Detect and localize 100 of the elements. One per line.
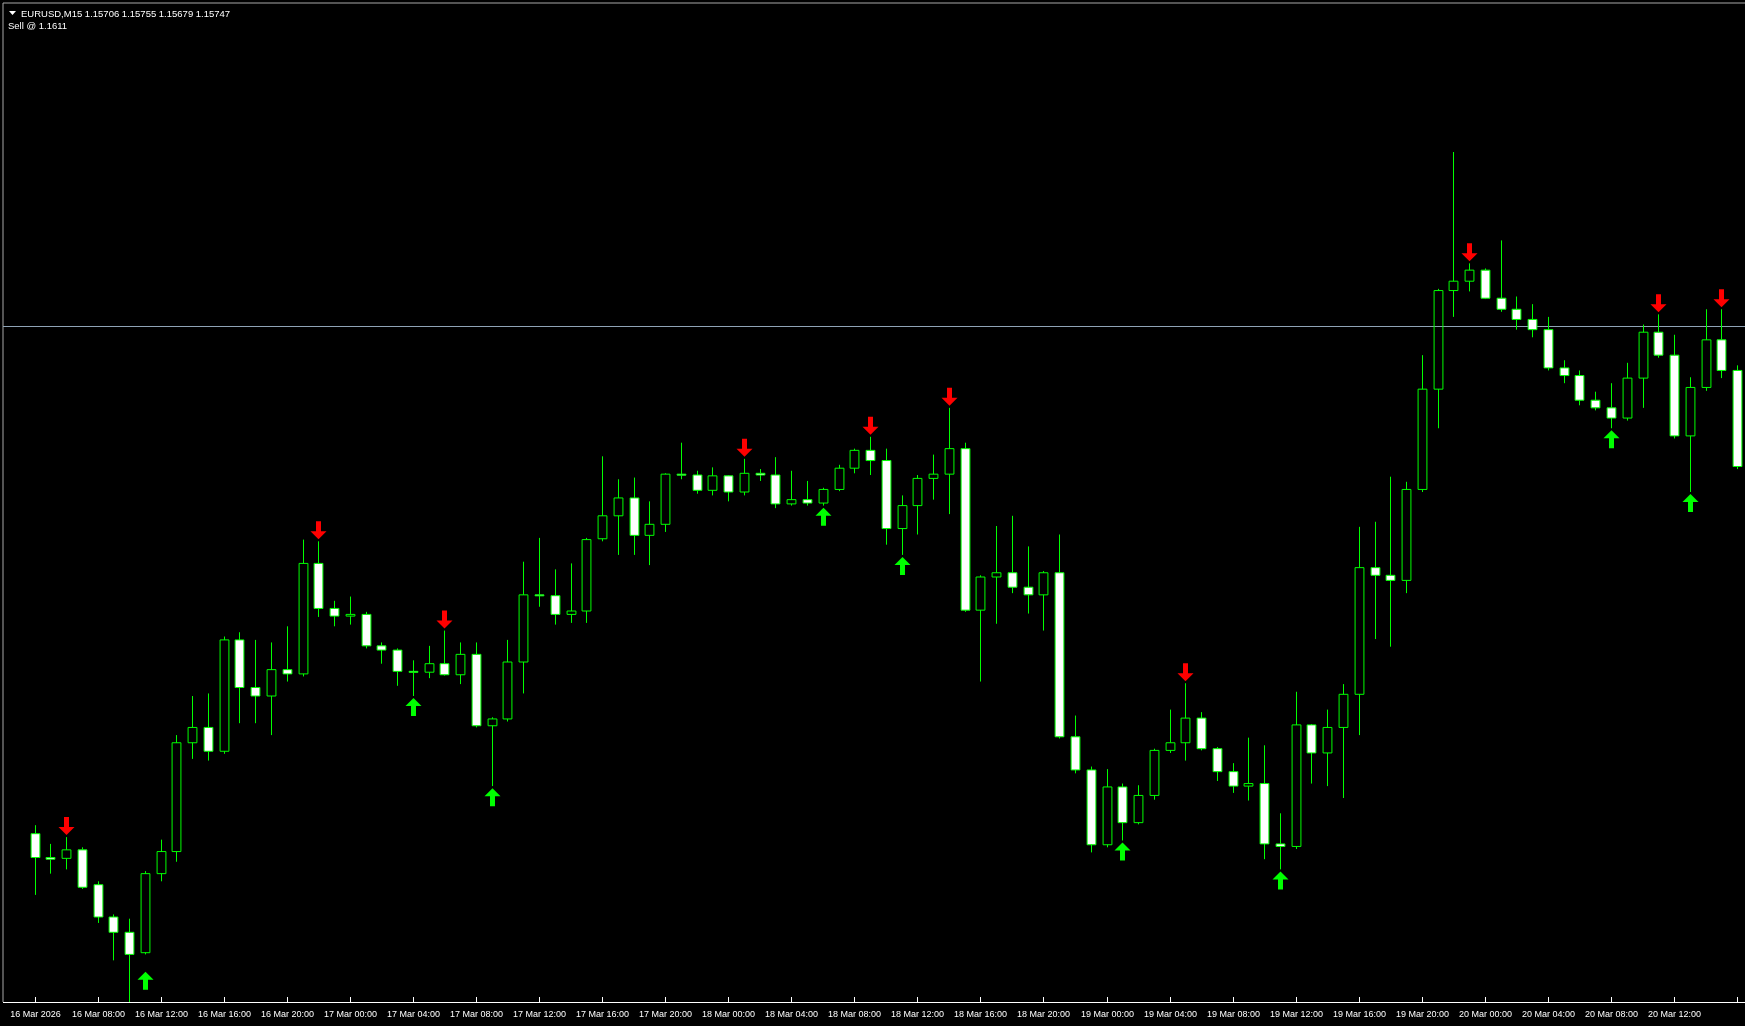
candlestick bbox=[313, 540, 324, 618]
candlestick bbox=[1038, 570, 1049, 632]
candlestick bbox=[439, 630, 450, 677]
candlestick bbox=[944, 407, 955, 515]
candlestick bbox=[1133, 784, 1144, 825]
chart-title: EURUSD,M15 1.15706 1.15755 1.15679 1.15747 bbox=[21, 8, 231, 19]
candlestick bbox=[30, 824, 41, 896]
x-tick-label: 17 Mar 04:00 bbox=[386, 1009, 441, 1019]
candlestick bbox=[219, 636, 230, 755]
x-tick-label: 19 Mar 16:00 bbox=[1332, 1009, 1387, 1019]
candlestick bbox=[786, 470, 797, 507]
candlestick bbox=[234, 631, 245, 724]
candlestick bbox=[392, 647, 403, 687]
x-tick-label: 18 Mar 04:00 bbox=[764, 1009, 819, 1019]
x-tick-label: 18 Mar 08:00 bbox=[827, 1009, 882, 1019]
candlestick bbox=[739, 458, 750, 496]
candlestick bbox=[818, 487, 829, 507]
candlestick bbox=[1023, 545, 1034, 615]
x-tick-label: 16 Mar 08:00 bbox=[71, 1009, 126, 1019]
candlestick bbox=[1149, 748, 1160, 801]
candlestick bbox=[487, 716, 498, 787]
candlestick bbox=[566, 562, 577, 624]
candlestick bbox=[960, 442, 971, 613]
x-tick-label: 20 Mar 04:00 bbox=[1521, 1009, 1576, 1019]
point bbox=[405, 698, 422, 717]
candlestick bbox=[1574, 369, 1585, 406]
candlestick bbox=[1180, 682, 1191, 762]
candlestick bbox=[975, 574, 986, 683]
candlestick bbox=[1291, 691, 1302, 850]
candlestick bbox=[1732, 364, 1743, 470]
candlestick bbox=[1511, 296, 1522, 331]
candlestick bbox=[928, 454, 939, 501]
candlestick bbox=[361, 611, 372, 649]
point bbox=[484, 788, 501, 807]
point bbox=[894, 556, 911, 575]
candlestick bbox=[1259, 744, 1270, 860]
candlestick bbox=[1559, 359, 1570, 384]
x-tick-label: 18 Mar 20:00 bbox=[1016, 1009, 1071, 1019]
candlestick bbox=[518, 561, 529, 694]
candlestick bbox=[707, 466, 718, 496]
candlestick bbox=[1370, 521, 1381, 640]
candlestick bbox=[660, 472, 671, 533]
candlestick bbox=[1716, 308, 1727, 379]
x-tick-label: 17 Mar 08:00 bbox=[449, 1009, 504, 1019]
candlestick bbox=[171, 734, 182, 863]
x-tick-label: 20 Mar 00:00 bbox=[1458, 1009, 1513, 1019]
candlestick bbox=[1701, 308, 1712, 392]
x-tick-label: 18 Mar 00:00 bbox=[701, 1009, 756, 1019]
candlestick bbox=[298, 539, 309, 677]
candlestick bbox=[1606, 382, 1617, 429]
point bbox=[1682, 494, 1699, 513]
candlestick bbox=[1590, 391, 1601, 411]
candlestick bbox=[849, 448, 860, 474]
point bbox=[1713, 289, 1730, 308]
candlestick bbox=[266, 641, 277, 736]
point bbox=[310, 521, 327, 540]
candlestick bbox=[1196, 711, 1207, 751]
candlestick bbox=[376, 641, 387, 665]
candlestick bbox=[282, 625, 293, 683]
x-tick-label: 16 Mar 12:00 bbox=[134, 1009, 189, 1019]
candlestick bbox=[1401, 481, 1412, 594]
point bbox=[1272, 871, 1289, 890]
candlestick bbox=[1685, 376, 1696, 493]
candlestick bbox=[140, 870, 151, 955]
x-tick-label: 20 Mar 08:00 bbox=[1584, 1009, 1639, 1019]
candlestick bbox=[45, 843, 56, 875]
candlestick bbox=[644, 500, 655, 566]
candlestick bbox=[1243, 737, 1254, 802]
candlestick bbox=[1228, 762, 1239, 794]
candlestick bbox=[1007, 515, 1018, 594]
candlestick bbox=[723, 474, 734, 502]
candlestick bbox=[1306, 723, 1317, 785]
candlestick bbox=[1275, 812, 1286, 870]
point bbox=[58, 817, 75, 836]
candlestick bbox=[581, 537, 592, 624]
candlestick bbox=[93, 880, 104, 924]
x-tick-label: 20 Mar 12:00 bbox=[1647, 1009, 1702, 1019]
candlestick bbox=[408, 659, 419, 697]
candlestick bbox=[1653, 313, 1664, 359]
candlestick bbox=[1338, 683, 1349, 799]
x-tick-label: 19 Mar 12:00 bbox=[1269, 1009, 1324, 1019]
point bbox=[941, 387, 958, 406]
point bbox=[1461, 243, 1478, 262]
point bbox=[1177, 663, 1194, 682]
candlestick bbox=[1417, 354, 1428, 493]
x-tick-label: 16 Mar 2026 bbox=[10, 1009, 61, 1019]
x-tick-label: 19 Mar 00:00 bbox=[1080, 1009, 1135, 1019]
candlestick bbox=[1354, 526, 1365, 736]
candlestick bbox=[1496, 239, 1507, 313]
candlestick bbox=[834, 464, 845, 492]
candlestick bbox=[1054, 534, 1065, 739]
point bbox=[137, 971, 154, 990]
x-tick-label: 19 Mar 08:00 bbox=[1206, 1009, 1261, 1019]
candlestick bbox=[1464, 262, 1475, 292]
point bbox=[436, 610, 453, 629]
x-tick-label: 18 Mar 12:00 bbox=[890, 1009, 945, 1019]
candlestick bbox=[1086, 766, 1097, 853]
candlestick bbox=[912, 474, 923, 535]
candlestick bbox=[502, 639, 513, 722]
point bbox=[862, 416, 879, 435]
